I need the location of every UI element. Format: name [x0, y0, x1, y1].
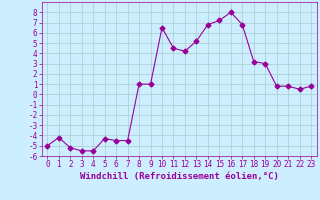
- X-axis label: Windchill (Refroidissement éolien,°C): Windchill (Refroidissement éolien,°C): [80, 172, 279, 181]
